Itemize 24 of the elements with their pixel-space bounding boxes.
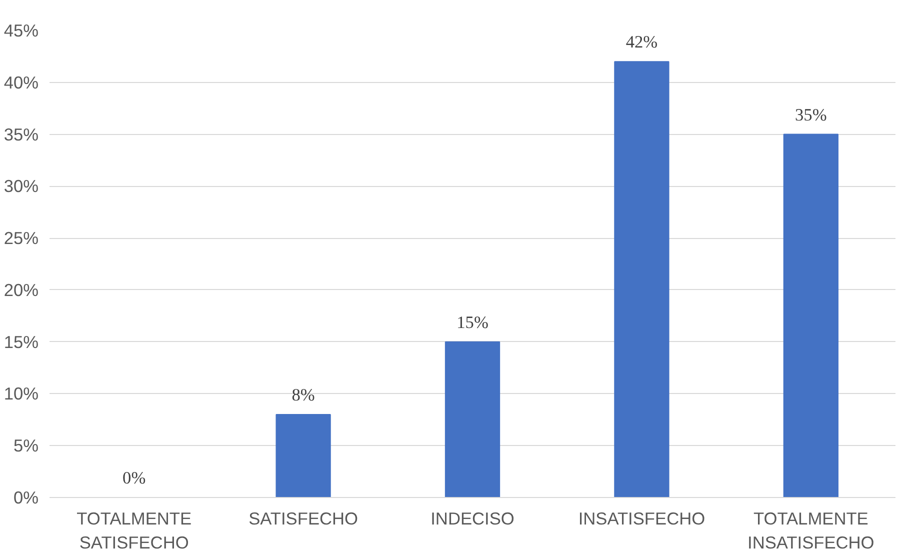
y-tick-label: 0% [13, 488, 38, 508]
x-tick-label: TOTALMENTE SATISFECHO [76, 508, 192, 552]
x-tick-label: TOTALMENTE INSATISFECHO [748, 508, 874, 552]
data-label: 35% [795, 105, 827, 124]
y-tick-label: 30% [4, 176, 39, 196]
y-tick-label: 5% [13, 436, 38, 456]
y-tick-label: 10% [4, 384, 39, 404]
data-label: 0% [122, 468, 146, 488]
x-tick-label: INDECISO [430, 508, 514, 528]
data-label: 42% [626, 32, 658, 52]
y-tick-label: 45% [4, 20, 39, 40]
y-tick-label: 40% [4, 72, 39, 92]
bar [276, 414, 331, 498]
y-tick-label: 20% [4, 280, 39, 300]
x-tick-label: SATISFECHO [248, 508, 358, 528]
y-tick-label: 15% [4, 332, 39, 352]
data-label: 15% [456, 312, 488, 332]
bar [783, 134, 838, 498]
bar [444, 341, 500, 498]
y-tick-label: 35% [4, 124, 39, 144]
data-label: 8% [292, 385, 315, 404]
x-tick-label: INSATISFECHO [578, 508, 706, 528]
bar [614, 61, 670, 498]
y-tick-label: 25% [4, 228, 39, 248]
